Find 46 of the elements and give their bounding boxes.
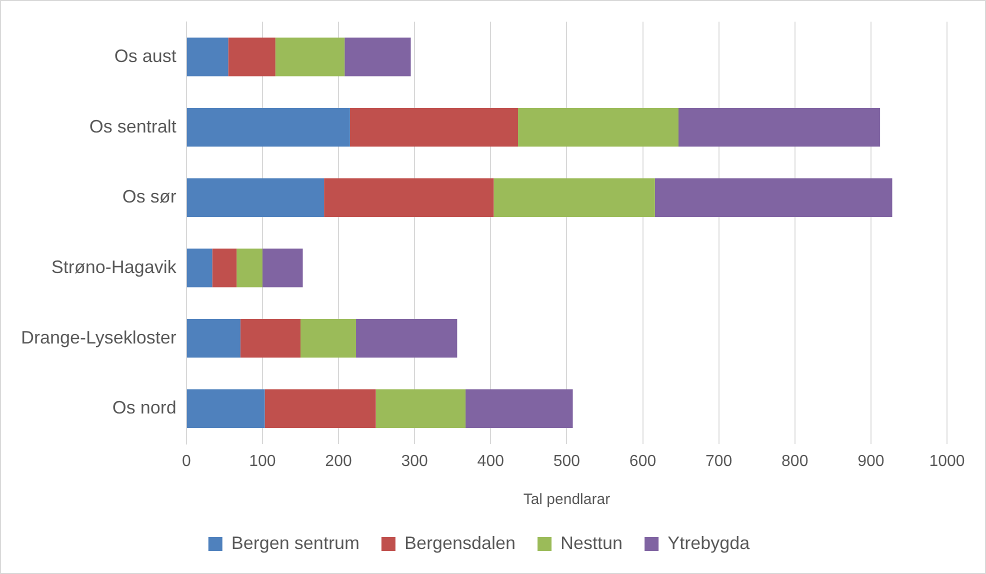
bar bbox=[678, 108, 880, 147]
bar bbox=[376, 389, 466, 428]
y-tick-label: Strøno-Hagavik bbox=[51, 256, 178, 277]
bar bbox=[356, 318, 458, 358]
x-tick-label: 400 bbox=[477, 452, 504, 470]
bar bbox=[240, 318, 300, 358]
bar bbox=[494, 178, 655, 217]
x-tick-label: 300 bbox=[401, 452, 428, 470]
x-axis-title: Tal pendlarar bbox=[523, 491, 610, 508]
legend-label: Bergen sentrum bbox=[231, 532, 360, 553]
bar bbox=[654, 178, 892, 217]
bar bbox=[186, 38, 228, 76]
bar bbox=[186, 248, 212, 288]
bar bbox=[228, 38, 276, 76]
x-tick-label: 1000 bbox=[929, 452, 965, 470]
x-tick-label: 0 bbox=[182, 452, 191, 470]
bar bbox=[186, 389, 265, 428]
bar bbox=[262, 248, 303, 288]
x-tick-label: 200 bbox=[325, 452, 352, 470]
legend-label: Ytrebygda bbox=[668, 532, 751, 553]
bar bbox=[236, 248, 262, 288]
x-tick-label: 600 bbox=[629, 452, 656, 470]
bar bbox=[186, 178, 324, 217]
x-tick-label: 100 bbox=[249, 452, 276, 470]
legend-label: Nesttun bbox=[560, 532, 623, 553]
y-tick-label: Os nord bbox=[112, 398, 176, 418]
x-tick-label: 500 bbox=[553, 452, 580, 470]
bar bbox=[300, 318, 356, 358]
bar bbox=[275, 38, 345, 76]
bar bbox=[186, 318, 240, 358]
x-tick-label: 900 bbox=[858, 452, 884, 470]
bar bbox=[324, 178, 494, 217]
x-tick-label: 800 bbox=[782, 452, 808, 470]
y-tick-label: Drange-Lysekloster bbox=[20, 327, 176, 348]
bar bbox=[518, 108, 679, 147]
y-tick-label: Os aust bbox=[114, 46, 176, 66]
legend-label: Bergensdalen bbox=[404, 532, 516, 553]
bar bbox=[264, 389, 376, 428]
bar bbox=[466, 389, 573, 428]
bar bbox=[344, 38, 411, 76]
y-tick-label: Os sentralt bbox=[89, 116, 176, 136]
bar bbox=[350, 108, 518, 147]
bar bbox=[212, 248, 237, 288]
x-tick-label: 700 bbox=[705, 452, 732, 470]
bar bbox=[186, 108, 350, 147]
y-tick-label: Os sør bbox=[122, 186, 176, 207]
